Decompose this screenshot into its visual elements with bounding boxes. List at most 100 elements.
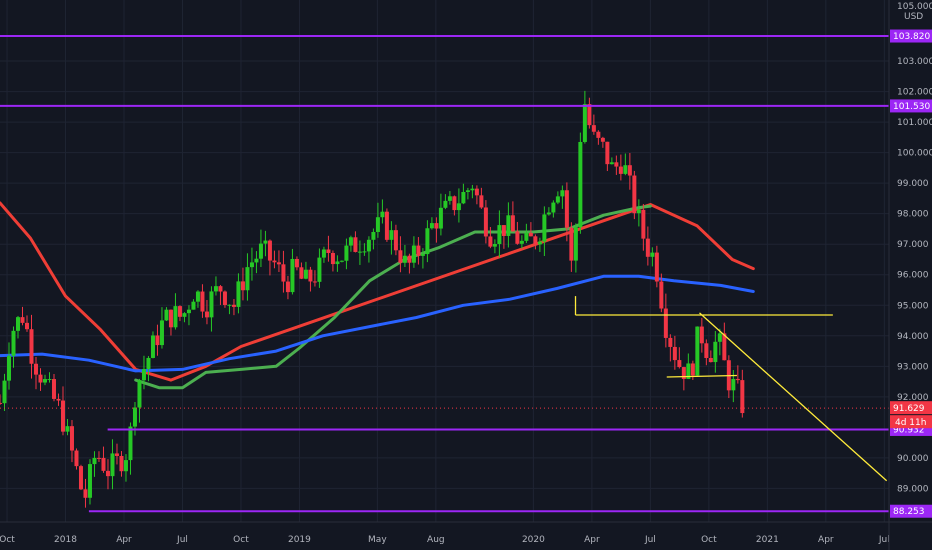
candle-body <box>231 304 236 307</box>
current-price-badge <box>890 401 932 415</box>
y-tick-label: 101.000 <box>897 118 932 128</box>
candle-body <box>407 255 412 263</box>
candle-body <box>677 360 682 368</box>
candle-body <box>312 281 317 283</box>
candle-body <box>488 236 493 247</box>
candle-body <box>569 227 574 261</box>
candle-body <box>429 223 434 229</box>
candle-body <box>582 104 587 142</box>
candle-body <box>105 470 110 477</box>
candle-body <box>600 137 605 142</box>
candle-body <box>425 228 430 255</box>
candle-body <box>218 286 223 292</box>
y-tick-label: 93.000 <box>897 362 929 372</box>
candle-body <box>443 200 448 208</box>
candle-body <box>591 125 596 132</box>
candle-body <box>533 236 538 245</box>
candle-body <box>240 281 245 291</box>
candle-body <box>551 202 556 213</box>
candle-body <box>357 251 362 253</box>
candle-body <box>245 267 250 291</box>
candle-body <box>42 379 47 383</box>
candle-body <box>420 254 425 256</box>
candle-body <box>366 239 371 252</box>
candle-body <box>195 291 200 302</box>
x-tick-label: Oct <box>233 535 249 545</box>
y-tick-label: 99.000 <box>897 179 929 189</box>
candle-body <box>141 369 146 381</box>
candle-body <box>573 227 578 261</box>
y-tick-label: 89.000 <box>897 484 929 494</box>
candle-body <box>479 195 484 208</box>
candle-body <box>645 238 650 257</box>
candle-body <box>411 245 416 263</box>
candle-body <box>294 258 299 268</box>
candle-body <box>722 333 727 361</box>
x-tick-label: Oct <box>701 535 717 545</box>
candle-body <box>528 232 533 237</box>
candle-body <box>699 326 704 344</box>
neckline <box>666 374 737 378</box>
candle-body <box>519 240 524 244</box>
candle-body <box>258 243 263 259</box>
candle-body <box>150 335 155 358</box>
candle-body <box>299 267 304 279</box>
candle-body <box>348 237 353 246</box>
candle-body <box>542 214 547 242</box>
candle-body <box>659 281 664 309</box>
candle-body <box>609 162 614 165</box>
candle-body <box>641 209 646 239</box>
candle-body <box>672 346 677 361</box>
candle-body <box>344 245 349 261</box>
candle-body <box>285 281 290 293</box>
x-tick-label: Jul <box>644 535 656 545</box>
candle-body <box>281 264 286 282</box>
candle-body <box>515 231 520 244</box>
candle-body <box>375 217 380 232</box>
candle-body <box>398 250 403 263</box>
candle-body <box>596 131 601 138</box>
resistance-2-badge <box>890 99 932 113</box>
candle-body <box>717 333 722 342</box>
candle-body <box>110 453 115 477</box>
candle-body <box>524 232 529 241</box>
candle-body <box>492 244 497 247</box>
candle-body <box>708 357 713 363</box>
candle-body <box>663 308 668 338</box>
candle-body <box>267 240 272 261</box>
candle-body <box>51 379 56 399</box>
candle-body <box>209 291 214 318</box>
candle-body <box>74 450 79 467</box>
candle-body <box>114 453 119 456</box>
candle-body <box>740 380 745 414</box>
y-tick-label: 94.000 <box>897 332 929 342</box>
y-tick-label: 100.000 <box>897 149 932 159</box>
candle-body <box>263 240 268 244</box>
candle-body <box>546 212 551 215</box>
price-badges: 103.820 101.530 90.932 88.253 91.629 4d 11h <box>890 29 932 518</box>
candle-body <box>2 380 7 404</box>
x-tick-label: Jul <box>878 535 890 545</box>
candle-body <box>326 249 331 253</box>
candle-body <box>11 330 16 356</box>
candle-body <box>627 165 632 176</box>
candle-body <box>69 426 74 451</box>
y-tick-label: 92.000 <box>897 393 929 403</box>
candle-body <box>24 322 29 330</box>
candle-body <box>605 141 610 165</box>
candle-body <box>123 460 128 472</box>
candle-body <box>618 166 623 174</box>
candle-body <box>483 207 488 237</box>
candle-body <box>29 329 34 364</box>
candle-body <box>177 306 182 317</box>
candle-body <box>20 317 25 323</box>
candle-body <box>537 241 542 245</box>
candle-body <box>146 357 151 370</box>
candle-body <box>555 196 560 203</box>
x-tick-label: Oct <box>0 535 15 545</box>
candle-body <box>704 343 709 358</box>
candle-body <box>447 196 452 201</box>
candle-body <box>96 457 101 459</box>
